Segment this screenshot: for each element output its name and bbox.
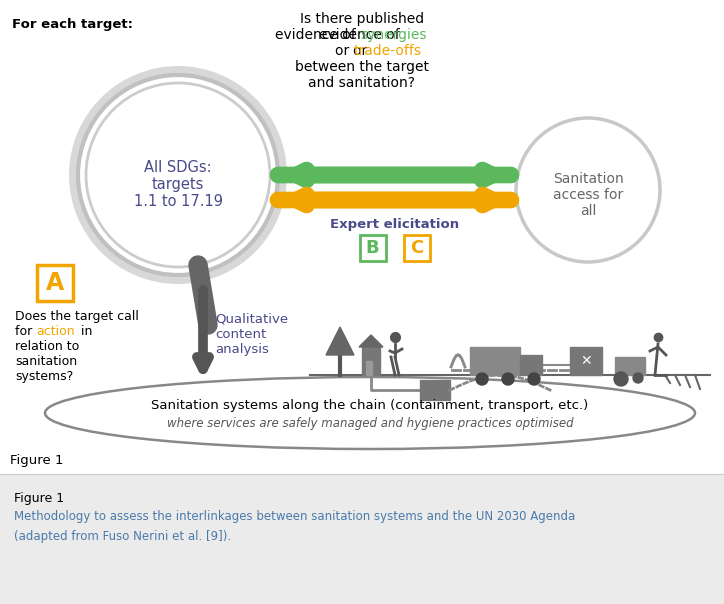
Text: relation to: relation to (15, 340, 79, 353)
Text: 1.1 to 17.19: 1.1 to 17.19 (133, 194, 222, 209)
Text: trade-offs: trade-offs (354, 44, 422, 58)
FancyBboxPatch shape (37, 265, 73, 301)
Text: Figure 1: Figure 1 (10, 454, 64, 467)
Polygon shape (520, 355, 542, 375)
Circle shape (69, 66, 287, 284)
Text: in: in (77, 325, 93, 338)
Polygon shape (420, 380, 450, 400)
Text: Qualitative: Qualitative (215, 313, 288, 326)
Text: Is there published: Is there published (300, 12, 424, 26)
Text: synergies: synergies (360, 28, 426, 42)
Text: action: action (36, 325, 75, 338)
Polygon shape (326, 327, 354, 355)
Polygon shape (366, 361, 372, 375)
Text: Figure 1: Figure 1 (14, 492, 64, 505)
Circle shape (614, 372, 628, 386)
Text: Sanitation systems along the chain (containment, transport, etc.): Sanitation systems along the chain (cont… (151, 399, 589, 411)
Text: evidence of: evidence of (275, 28, 360, 42)
FancyBboxPatch shape (403, 235, 429, 261)
Text: or: or (335, 44, 354, 58)
Text: C: C (410, 239, 423, 257)
Circle shape (86, 83, 270, 267)
Text: Expert elicitation: Expert elicitation (330, 218, 459, 231)
Text: Sanitation: Sanitation (552, 172, 623, 186)
FancyBboxPatch shape (360, 235, 385, 261)
Text: B: B (366, 239, 379, 257)
Text: all: all (580, 204, 596, 218)
Polygon shape (362, 347, 380, 375)
Circle shape (78, 75, 278, 275)
Circle shape (516, 118, 660, 262)
Text: All SDGs:: All SDGs: (144, 160, 212, 175)
Bar (0, 0, 724, 450)
Text: where services are safely managed and hygiene practices optimised: where services are safely managed and hy… (167, 417, 573, 429)
Text: Does the target call: Does the target call (15, 310, 139, 323)
Polygon shape (570, 347, 602, 375)
Text: ✕: ✕ (580, 354, 592, 368)
Bar (0, 475, 724, 604)
Bar (0, 0, 724, 450)
Text: for: for (15, 325, 36, 338)
Text: analysis: analysis (215, 343, 269, 356)
Circle shape (502, 373, 514, 385)
Text: access for: access for (553, 188, 623, 202)
Text: systems?: systems? (15, 370, 73, 383)
Text: A: A (46, 271, 64, 295)
Text: targets: targets (152, 177, 204, 192)
Text: or: or (353, 44, 371, 58)
Circle shape (633, 373, 643, 383)
Bar (0, 450, 724, 475)
Circle shape (528, 373, 540, 385)
Text: and sanitation?: and sanitation? (308, 76, 416, 90)
Polygon shape (615, 357, 645, 375)
Text: Methodology to assess the interlinkages between sanitation systems and the UN 20: Methodology to assess the interlinkages … (14, 510, 576, 523)
Text: For each target:: For each target: (12, 18, 133, 31)
Polygon shape (470, 347, 520, 375)
Text: between the target: between the target (295, 60, 429, 74)
Text: content: content (215, 328, 266, 341)
Polygon shape (359, 335, 383, 347)
Circle shape (476, 373, 488, 385)
Text: sanitation: sanitation (15, 355, 77, 368)
Text: (adapted from Fuso Nerini et al. [9]).: (adapted from Fuso Nerini et al. [9]). (14, 530, 231, 543)
Text: evidence of: evidence of (319, 28, 405, 42)
